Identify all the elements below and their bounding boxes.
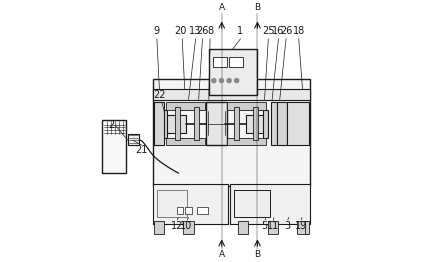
Text: 8: 8 [207, 26, 213, 36]
Bar [305, 221, 309, 234]
Text: 18: 18 [293, 26, 305, 36]
Bar [166, 115, 186, 133]
Bar [153, 184, 228, 224]
Bar [194, 107, 198, 140]
Bar [234, 107, 239, 140]
Bar [157, 189, 187, 217]
Bar [277, 102, 287, 145]
Text: 2: 2 [108, 120, 114, 130]
Circle shape [212, 79, 216, 83]
Bar [287, 102, 309, 145]
Text: 9: 9 [154, 26, 160, 36]
Text: 3: 3 [284, 221, 290, 231]
Bar [229, 57, 243, 67]
Bar [154, 102, 164, 145]
Text: 5: 5 [261, 221, 267, 231]
Text: 20: 20 [175, 26, 187, 36]
Text: A: A [219, 250, 225, 259]
Circle shape [220, 79, 224, 83]
Text: 12: 12 [171, 221, 183, 231]
Bar [153, 79, 310, 186]
Bar [128, 134, 139, 145]
Bar [271, 102, 277, 145]
Text: 13: 13 [189, 26, 201, 36]
Bar [185, 207, 192, 214]
Bar [157, 189, 187, 217]
Text: 26: 26 [280, 26, 292, 36]
Text: 22: 22 [153, 90, 166, 100]
Text: A: A [219, 3, 225, 12]
Text: B: B [254, 250, 260, 259]
Bar [246, 115, 266, 133]
Circle shape [235, 79, 239, 83]
Text: 21: 21 [135, 145, 148, 155]
Text: 10: 10 [180, 221, 192, 231]
Text: B: B [254, 3, 260, 12]
Bar [297, 221, 308, 234]
Text: 16: 16 [272, 26, 284, 36]
Bar [268, 221, 279, 234]
Circle shape [227, 79, 231, 83]
Bar [234, 189, 270, 217]
Bar [175, 107, 180, 140]
Bar [153, 89, 310, 100]
Text: 1: 1 [237, 26, 244, 36]
Bar [103, 120, 126, 173]
Bar [198, 207, 207, 214]
Bar [184, 221, 194, 234]
Bar [227, 138, 266, 145]
Bar [238, 221, 248, 234]
Text: 19: 19 [295, 221, 307, 231]
Bar [166, 138, 205, 145]
Bar [154, 102, 161, 145]
Bar [263, 110, 268, 138]
Bar [166, 102, 205, 110]
Bar [209, 49, 257, 95]
Text: 11: 11 [267, 221, 280, 231]
Text: 26: 26 [196, 26, 209, 36]
Bar [154, 221, 164, 234]
Bar [177, 207, 184, 214]
Bar [230, 184, 310, 224]
Text: 25: 25 [262, 26, 275, 36]
Bar [227, 102, 266, 110]
Bar [213, 57, 227, 67]
Bar [162, 110, 167, 138]
Bar [253, 107, 258, 140]
Bar [206, 102, 227, 145]
